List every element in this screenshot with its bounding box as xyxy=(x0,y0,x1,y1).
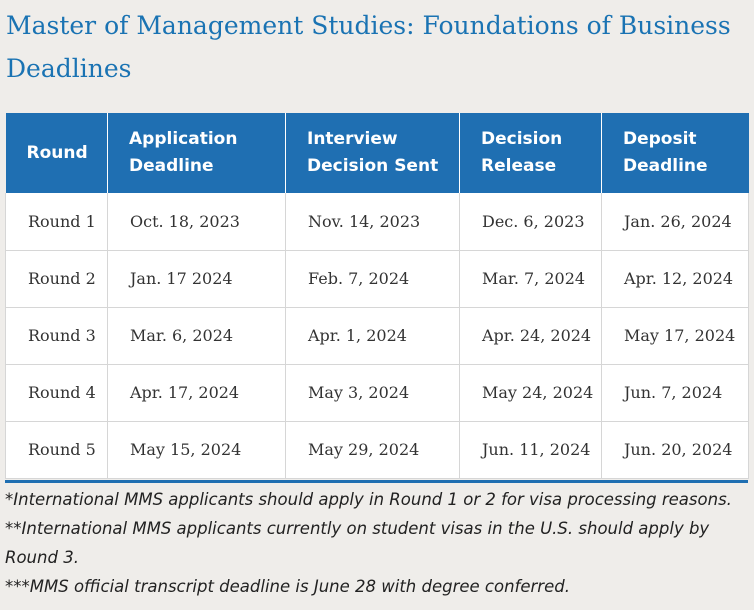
column-header-deposit-deadline: Deposit Deadline xyxy=(601,113,749,193)
table-cell-deposit-deadline: Jun. 20, 2024 xyxy=(601,421,749,479)
footnotes: *International MMS applicants should app… xyxy=(5,485,754,601)
footnote-visa-processing: *International MMS applicants should app… xyxy=(5,490,732,509)
table-row: Round 2 Jan. 17 2024 Feb. 7, 2024 Mar. 7… xyxy=(5,250,749,308)
table-cell-application-deadline: Apr. 17, 2024 xyxy=(107,364,286,422)
footnote-student-visas: **International MMS applicants currently… xyxy=(5,519,710,567)
table-row: Round 3 Mar. 6, 2024 Apr. 1, 2024 Apr. 2… xyxy=(5,307,749,365)
table-cell-decision-release: Dec. 6, 2023 xyxy=(459,193,602,251)
table-row: Round 5 May 15, 2024 May 29, 2024 Jun. 1… xyxy=(5,421,749,479)
table-cell-deposit-deadline: May 17, 2024 xyxy=(601,307,749,365)
table-cell-interview-decision-sent: Nov. 14, 2023 xyxy=(285,193,460,251)
table-cell-interview-decision-sent: Apr. 1, 2024 xyxy=(285,307,460,365)
table-cell-application-deadline: May 15, 2024 xyxy=(107,421,286,479)
column-header-interview-decision-sent: Interview Decision Sent xyxy=(285,113,460,193)
table-cell-round: Round 5 xyxy=(5,421,108,479)
page-title-line-1: Master of Management Studies: Foundation… xyxy=(6,11,731,40)
table-cell-decision-release: Jun. 11, 2024 xyxy=(459,421,602,479)
table-cell-round: Round 3 xyxy=(5,307,108,365)
table-row: Round 1 Oct. 18, 2023 Nov. 14, 2023 Dec.… xyxy=(5,193,749,251)
table-cell-decision-release: Mar. 7, 2024 xyxy=(459,250,602,308)
footnote-transcript-deadline: ***MMS official transcript deadline is J… xyxy=(5,577,570,596)
table-cell-interview-decision-sent: Feb. 7, 2024 xyxy=(285,250,460,308)
page-title-line-2: Deadlines xyxy=(6,54,132,83)
table-cell-deposit-deadline: Jan. 26, 2024 xyxy=(601,193,749,251)
table-cell-decision-release: May 24, 2024 xyxy=(459,364,602,422)
table-cell-application-deadline: Jan. 17 2024 xyxy=(107,250,286,308)
deadlines-table: Round Application Deadline Interview Dec… xyxy=(5,113,749,479)
column-header-application-deadline: Application Deadline xyxy=(107,113,286,193)
table-cell-application-deadline: Mar. 6, 2024 xyxy=(107,307,286,365)
table-row: Round 4 Apr. 17, 2024 May 3, 2024 May 24… xyxy=(5,364,749,422)
table-cell-application-deadline: Oct. 18, 2023 xyxy=(107,193,286,251)
page-title: Master of Management Studies: Foundation… xyxy=(6,4,754,90)
table-cell-round: Round 2 xyxy=(5,250,108,308)
column-header-decision-release: Decision Release xyxy=(459,113,602,193)
table-cell-deposit-deadline: Jun. 7, 2024 xyxy=(601,364,749,422)
table-cell-decision-release: Apr. 24, 2024 xyxy=(459,307,602,365)
table-cell-round: Round 1 xyxy=(5,193,108,251)
table-cell-interview-decision-sent: May 29, 2024 xyxy=(285,421,460,479)
table-cell-interview-decision-sent: May 3, 2024 xyxy=(285,364,460,422)
table-cell-deposit-deadline: Apr. 12, 2024 xyxy=(601,250,749,308)
deadlines-table-container: Round Application Deadline Interview Dec… xyxy=(5,113,749,483)
column-header-round: Round xyxy=(5,113,108,193)
table-header-row: Round Application Deadline Interview Dec… xyxy=(5,113,749,193)
table-cell-round: Round 4 xyxy=(5,364,108,422)
